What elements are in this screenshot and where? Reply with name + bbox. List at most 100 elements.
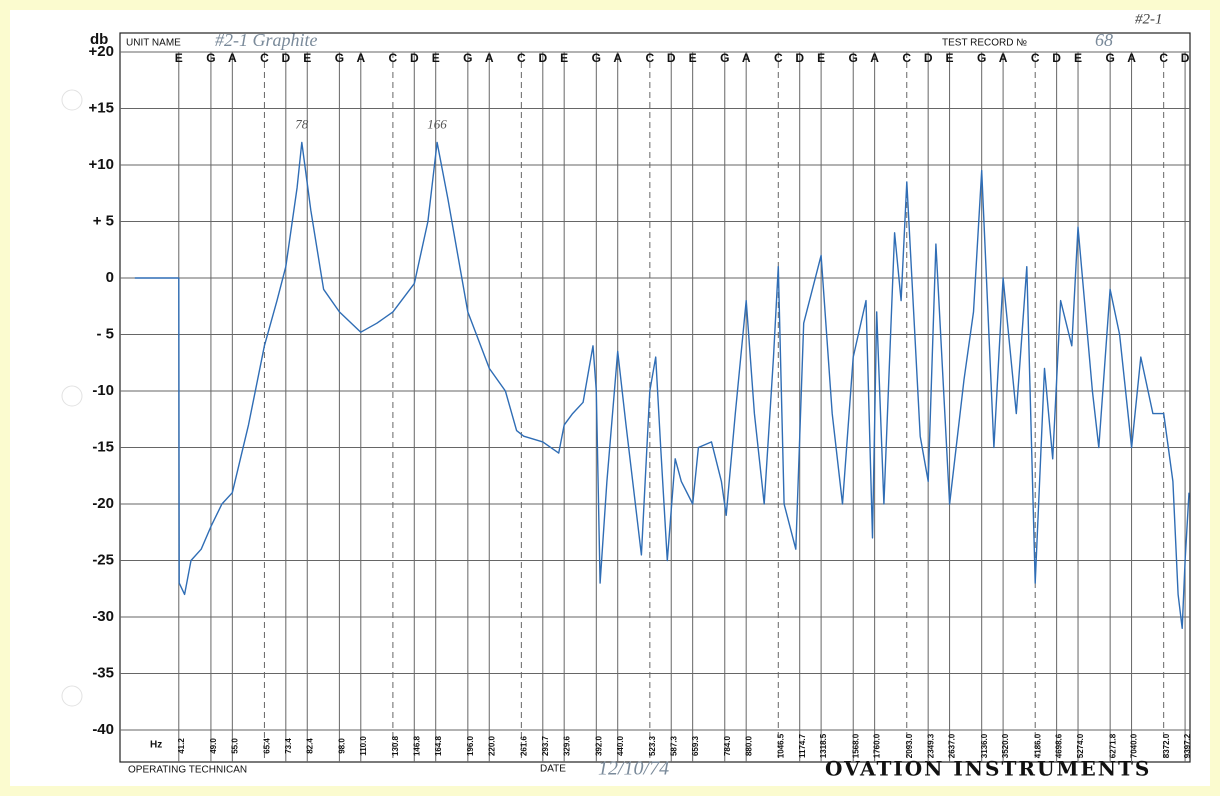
note-label: C [646, 51, 655, 65]
note-label: E [432, 51, 440, 65]
note-label: G [849, 51, 858, 65]
x-tick-label: 1174.7 [798, 733, 807, 758]
y-tick-label: + 5 [93, 212, 114, 229]
note-label: G [463, 51, 472, 65]
note-label: D [667, 51, 676, 65]
x-tick-label: 2349.3 [926, 733, 935, 758]
note-label: E [946, 51, 954, 65]
x-tick-label: 392.0 [594, 735, 603, 756]
annotation: 78 [295, 116, 309, 131]
note-label: D [924, 51, 933, 65]
date: 12/10/74 [598, 758, 669, 780]
x-tick-label: 1046.5 [776, 733, 785, 758]
x-tick-label: 1760.0 [873, 733, 882, 758]
x-tick-label: 329.6 [562, 735, 571, 756]
x-tick-label: 6271.8 [1108, 733, 1117, 758]
y-tick-label: +15 [89, 99, 114, 116]
x-tick-label: 98.0 [337, 738, 346, 754]
note-label: D [1181, 51, 1190, 65]
note-label: C [1031, 51, 1040, 65]
note-label: E [303, 51, 311, 65]
note-label: D [538, 51, 547, 65]
note-label: E [1074, 51, 1082, 65]
y-tick-label: -10 [92, 382, 114, 399]
x-tick-label: 784.0 [723, 735, 732, 756]
x-tick-label: 5274.0 [1076, 733, 1085, 758]
annotation: 166 [427, 116, 447, 131]
x-tick-label: 261.6 [519, 735, 528, 756]
note-label: E [817, 51, 825, 65]
x-tick-label: 4698.6 [1055, 733, 1064, 758]
note-label: D [1052, 51, 1061, 65]
x-tick-label: 49.0 [209, 738, 218, 754]
y-tick-label: -15 [92, 438, 114, 455]
note-label: C [1159, 51, 1168, 65]
note-label: D [795, 51, 804, 65]
x-tick-label: 146.8 [412, 735, 421, 756]
note-label: D [410, 51, 419, 65]
frame [119, 32, 1191, 763]
x-tick-label: 293.7 [541, 735, 550, 756]
x-tick-label: 8372.0 [1162, 733, 1171, 758]
note-label: A [999, 51, 1008, 65]
x-tick-label: 164.8 [434, 735, 443, 756]
note-label: E [689, 51, 697, 65]
punch-hole [61, 89, 83, 111]
x-unit: Hz [150, 740, 162, 751]
note-label: G [592, 51, 601, 65]
test-record-label: TEST RECORD № [942, 38, 1027, 49]
x-tick-label: 3520.0 [1001, 733, 1010, 758]
y-tick-label: -30 [92, 608, 114, 625]
x-tick-label: 55.0 [230, 738, 239, 754]
corner-note: #2-1 [1135, 11, 1163, 27]
y-tick-label: 0 [106, 269, 114, 286]
x-tick-label: 4186.0 [1033, 733, 1042, 758]
note-label: C [774, 51, 783, 65]
x-tick-label: 2637.0 [948, 733, 957, 758]
note-label: A [356, 51, 365, 65]
note-label: E [560, 51, 568, 65]
note-label: C [517, 51, 526, 65]
punch-hole [61, 685, 83, 707]
y-tick-label: +20 [89, 43, 114, 60]
x-tick-label: 3136.0 [980, 733, 989, 758]
note-label: G [335, 51, 344, 65]
x-tick-label: 130.8 [391, 735, 400, 756]
x-tick-label: 82.4 [305, 738, 314, 754]
test-record: 68 [1095, 30, 1113, 50]
x-tick-label: 220.0 [487, 735, 496, 756]
x-tick-label: 659.3 [691, 735, 700, 756]
y-tick-label: -20 [92, 495, 114, 512]
date-label: DATE [540, 764, 566, 775]
y-tick-label: -25 [92, 551, 114, 568]
x-tick-label: 7040.0 [1130, 733, 1139, 758]
x-tick-label: 440.0 [616, 735, 625, 756]
unit-name-label: UNIT NAME [126, 38, 181, 49]
x-tick-label: 1318.5 [819, 733, 828, 758]
brand: OVATION INSTRUMENTS [825, 757, 1151, 781]
unit-name: #2-1 Graphite [215, 30, 318, 50]
note-label: A [228, 51, 237, 65]
note-label: C [389, 51, 398, 65]
note-label: A [742, 51, 751, 65]
note-label: G [720, 51, 729, 65]
x-tick-label: 9397.2 [1183, 733, 1192, 758]
y-tick-label: -40 [92, 721, 114, 738]
x-tick-label: 65.4 [263, 738, 272, 754]
x-tick-label: 1568.0 [851, 733, 860, 758]
x-tick-label: 196.0 [466, 735, 475, 756]
punch-hole [61, 385, 83, 407]
note-label: A [870, 51, 879, 65]
technician-label: OPERATING TECHNICAN [128, 765, 247, 776]
paper [10, 10, 1210, 786]
note-label: A [1127, 51, 1136, 65]
x-tick-label: 110.0 [359, 736, 368, 756]
y-unit: db [90, 31, 108, 48]
x-tick-label: 523.3 [648, 735, 657, 756]
note-label: A [485, 51, 494, 65]
note-label: D [281, 51, 290, 65]
response-line [134, 141, 1190, 629]
y-tick-label: -35 [92, 664, 114, 681]
y-tick-label: - 5 [96, 325, 114, 342]
